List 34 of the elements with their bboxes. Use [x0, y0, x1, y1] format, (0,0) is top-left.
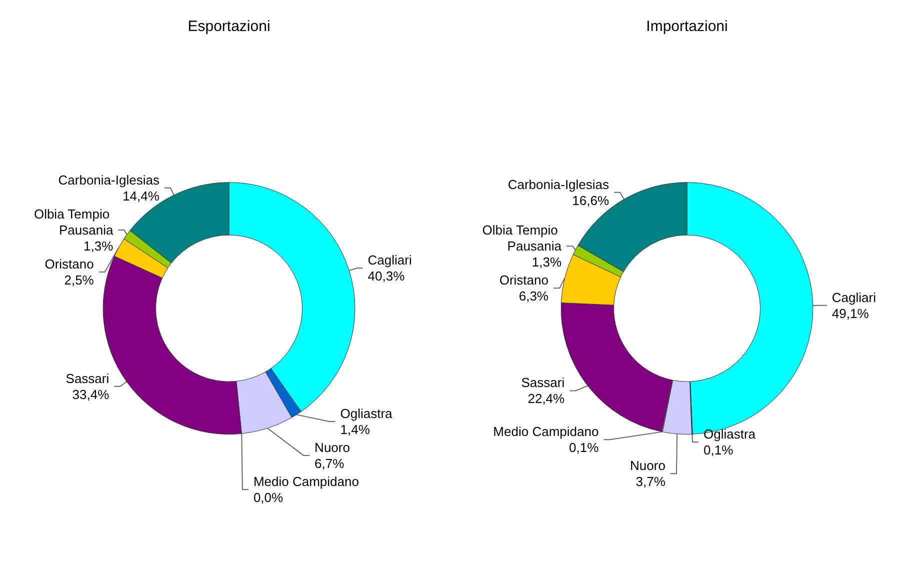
data-label: 49,1%: [832, 306, 870, 321]
category-label: Medio Campidano: [253, 474, 359, 489]
slice-label: Olbia Tempio Pausania: [34, 206, 114, 238]
slice-label: Carbonia-Iglesias: [508, 176, 610, 192]
data-label: 33,4%: [72, 386, 110, 402]
data-label: 22,4%: [528, 391, 566, 406]
data-label: 1,3%: [532, 254, 562, 270]
slice-label: Ogliastra: [703, 426, 756, 442]
data-label: 1,4%: [340, 422, 370, 437]
data-label: 3,7%: [636, 474, 666, 490]
data-label: 40,3%: [368, 268, 406, 284]
slice-label: Sassari: [521, 375, 565, 390]
data-label: 2,5%: [64, 272, 94, 288]
slice-label: Sassari: [66, 370, 110, 386]
slice-label: Nuoro: [630, 458, 666, 474]
slice-label: Oristano: [44, 256, 94, 272]
slice-label: Olbia Tempio Pausania: [482, 222, 562, 254]
slice-label: Oristano: [499, 272, 548, 288]
data-label: 0,1%: [703, 442, 734, 458]
data-label: 6,7%: [314, 456, 345, 471]
data-label: 6,3%: [518, 288, 549, 304]
slice-label: Cagliari: [832, 290, 876, 305]
slice-label: Nuoro: [314, 440, 350, 455]
chart-title: Importazioni: [646, 18, 728, 35]
slice-label: Ogliastra: [340, 406, 394, 421]
slice-label: Cagliari: [368, 252, 412, 268]
data-label: 16,6%: [572, 192, 610, 208]
slice-label: Carbonia-Iglesias: [58, 172, 160, 188]
text: 0,0%: [253, 490, 284, 505]
slice-label: Medio Campidano: [493, 424, 599, 440]
data-label: 0,1%: [569, 440, 600, 456]
chart-title: Esportazioni: [188, 18, 270, 35]
data-label: 14,4%: [122, 188, 160, 204]
data-label: 1,3%: [84, 238, 114, 254]
